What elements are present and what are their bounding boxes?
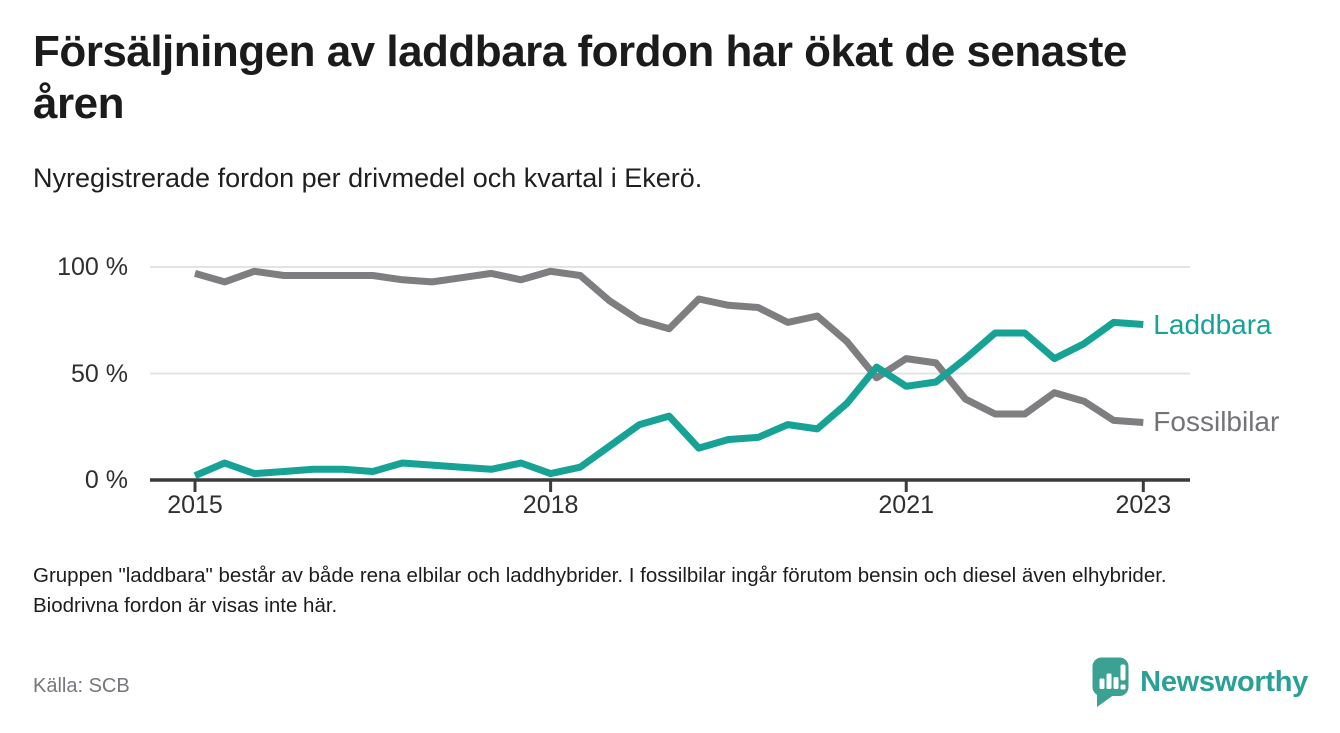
bar-chart-pin-icon [1092, 657, 1129, 707]
footnote: Gruppen "laddbara" består av både rena e… [33, 564, 1167, 617]
x-axis-label: 2023 [1115, 491, 1172, 519]
x-axis-label: 2018 [522, 491, 579, 519]
plot-svg [150, 266, 1190, 492]
newsworthy-logo-text: Newsworthy [1140, 665, 1308, 698]
newsworthy-logo: Newsworthy [1090, 656, 1308, 708]
line-chart: 0 % 50 % 100 % 2015 2018 2021 2023 Laddbara Fo… [0, 240, 1340, 540]
chart-title: Försäljningen av laddbara fordon har öka… [33, 27, 1127, 128]
series-line-laddbara [193, 318, 1144, 479]
series-label-fossilbilar: Fossilbilar [1153, 406, 1280, 438]
source-label: Källa: SCB [33, 675, 130, 697]
chart-subtitle: Nyregistrerade fordon per drivmedel och … [33, 163, 703, 193]
x-axis-label: 2021 [878, 491, 935, 519]
x-axis-label: 2015 [167, 491, 223, 519]
y-axis-label: 0 % [84, 466, 128, 494]
series-label-laddbara: Laddbara [1153, 308, 1272, 340]
series-line-fossilbilar [194, 267, 1144, 426]
y-axis-label: 50 % [71, 359, 128, 388]
y-axis-label: 100 % [57, 253, 128, 281]
